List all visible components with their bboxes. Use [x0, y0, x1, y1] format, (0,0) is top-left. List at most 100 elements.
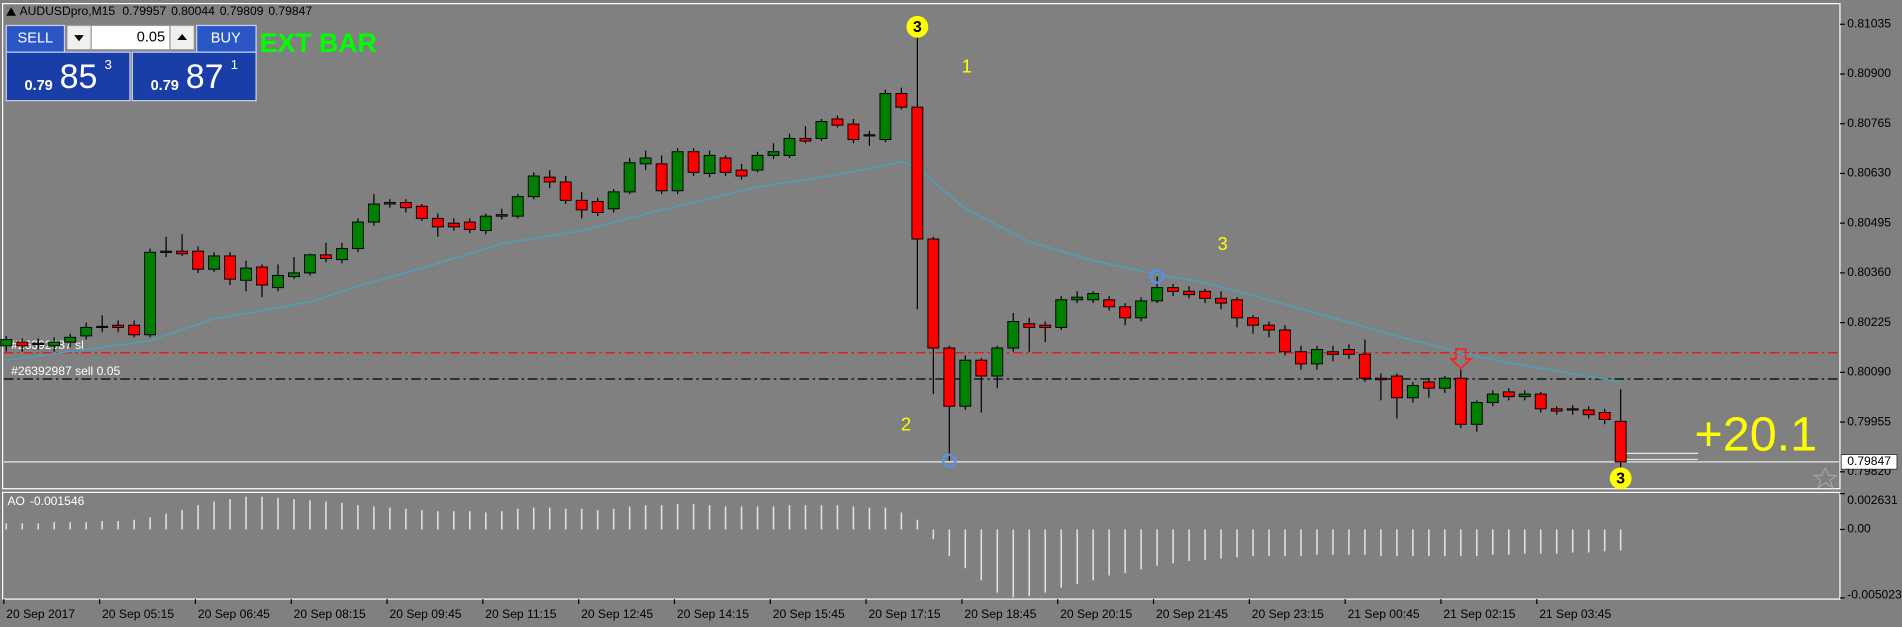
extreme-label: 3 [913, 19, 922, 36]
candle-body [975, 359, 988, 377]
bid-price-label: 0.79847 [1847, 454, 1891, 468]
candle-body [1311, 349, 1323, 365]
candle-body [1358, 353, 1371, 379]
bid-price-box [1840, 454, 1898, 470]
extreme-marker [1609, 467, 1632, 490]
candle-body [479, 215, 492, 232]
buy-label[interactable]: BUY [211, 31, 241, 47]
buy-button[interactable] [196, 24, 257, 53]
x-tick-label: 21 Sep 00:45 [1348, 607, 1420, 621]
candle-body [895, 93, 908, 108]
candle-body [1295, 351, 1307, 365]
plot: 0.81035 0.80900 0.80765 0.80630 0.80495 0.803… [0, 15, 1902, 621]
main-window [2, 3, 1841, 490]
candle-body [1406, 385, 1419, 399]
y-tick-label: 0.80090 [1847, 365, 1891, 379]
candle-body [1007, 321, 1020, 349]
candle-body [671, 151, 684, 192]
candle-body [1486, 393, 1499, 404]
candle-body [1119, 306, 1132, 319]
x-tick-label: 20 Sep 15:45 [773, 607, 845, 621]
candle-body [719, 157, 732, 173]
chart-header: AUDUSDpro,M15 0.79957 0.80044 0.79809 0.7984… [20, 4, 313, 18]
wave-label: 2 [901, 414, 911, 434]
candle-body [1023, 323, 1036, 328]
candle-body [1518, 393, 1531, 398]
y-tick-label: 0.80630 [1847, 166, 1891, 180]
bid-box[interactable] [5, 51, 131, 102]
y-tick-label: 0.80765 [1847, 116, 1891, 130]
candle-body [1470, 402, 1483, 425]
candle-body [1263, 324, 1275, 331]
candle-body [351, 221, 364, 250]
order-label: #26392987 sell 0.05 [11, 364, 120, 378]
candle-body [335, 248, 348, 261]
candle-body [463, 221, 476, 230]
sell-label[interactable]: SELL [18, 31, 54, 47]
candle-body [847, 123, 860, 141]
ao-title: AO -0.001546 [7, 494, 84, 508]
candle-body [1279, 329, 1291, 353]
collapse-icon[interactable] [6, 7, 16, 16]
x-tick-label: 20 Sep 21:45 [1156, 607, 1228, 621]
arrow-up [177, 33, 187, 41]
candle-body [1390, 375, 1403, 399]
candle-body [16, 341, 29, 347]
candle-body [527, 175, 540, 198]
ask-box[interactable] [131, 51, 257, 102]
x-tick-label: 20 Sep 23:15 [1252, 607, 1324, 621]
candle-body [815, 121, 828, 139]
x-tick-label: 20 Sep 14:15 [677, 607, 749, 621]
x-tick-label: 20 Sep 12:45 [581, 607, 653, 621]
lot-value[interactable]: 0.05 [137, 29, 165, 45]
y-tick-label: 0.80495 [1847, 215, 1891, 229]
lot-input[interactable] [90, 24, 171, 51]
x-tick-label: 20 Sep 11:15 [485, 607, 556, 621]
y-tick-label: 0.80225 [1847, 315, 1891, 329]
ask-point: 1 [231, 57, 238, 72]
candle-body [224, 255, 236, 280]
symbol: AUDUSDpro,M15 [20, 4, 116, 18]
candle-body [96, 325, 109, 329]
ask-pips: 87 [186, 58, 224, 96]
arrow-down [74, 35, 84, 42]
pivot-marker [942, 453, 957, 469]
candle-body [831, 118, 844, 126]
candle-body [1582, 409, 1595, 416]
y-tick-label: 0.81035 [1847, 16, 1891, 30]
candle-body [1231, 299, 1243, 319]
candle-body [783, 137, 796, 156]
candle-body [415, 205, 428, 219]
x-tick-label: 20 Sep 08:15 [294, 607, 366, 621]
candle-body [176, 250, 189, 255]
candle-body [1135, 300, 1148, 319]
candle-body [1151, 287, 1164, 302]
candle-body [703, 154, 716, 174]
x-tick-label: 20 Sep 17:15 [869, 607, 941, 621]
close-value: 0.79847 [268, 4, 312, 18]
candle-body [144, 251, 157, 336]
candle-body [112, 324, 125, 328]
candle-body [80, 326, 93, 337]
candle-body [927, 238, 940, 349]
x-tick-label: 20 Sep 05:15 [102, 607, 174, 621]
candle-body [863, 134, 876, 137]
open-value: 0.79957 [122, 4, 166, 18]
candle-body [1550, 408, 1563, 412]
candle-body [1039, 324, 1052, 328]
candle-body [1422, 381, 1435, 389]
wave-label: 1 [962, 57, 972, 77]
ao-name: AO [7, 494, 25, 508]
candle-body [607, 191, 620, 210]
candle-body [623, 162, 636, 193]
candle-body [431, 217, 444, 228]
candle-body [1534, 393, 1547, 410]
candle-body [991, 347, 1004, 377]
ext-bar-label: EXT BAR [260, 28, 377, 58]
ao-value: -0.001546 [30, 494, 85, 508]
ao-tick-label: 0.00 [1847, 522, 1871, 536]
scroll-icon[interactable] [1813, 467, 1838, 489]
candle-body [240, 267, 252, 281]
